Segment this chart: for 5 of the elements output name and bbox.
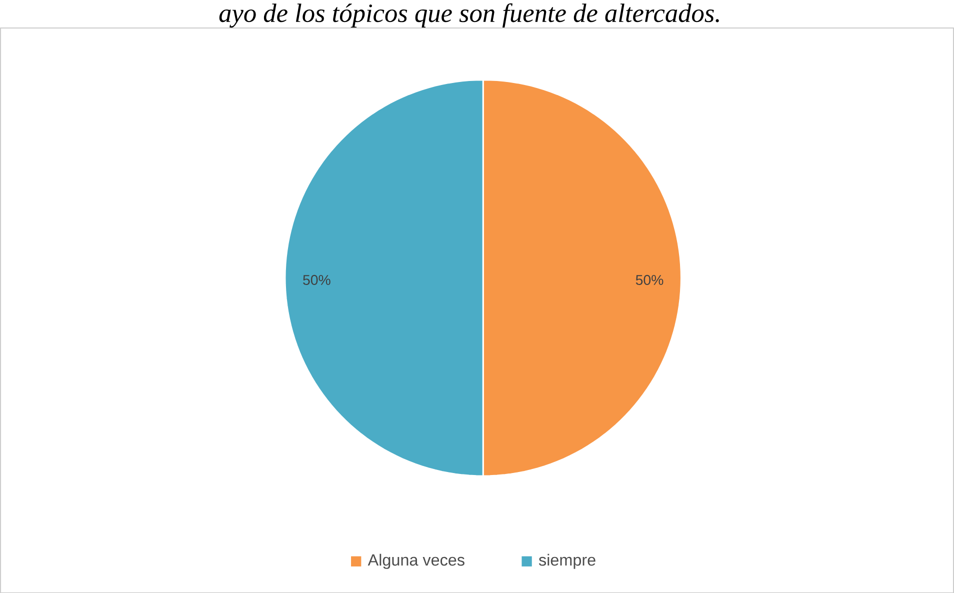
data-label: 50% (303, 274, 330, 285)
legend-label: siempre (538, 554, 596, 569)
chart-title: ayo de los tópicos que son fuente de altercados. (219, 3, 719, 28)
legend-label: Alguna veces (368, 554, 464, 569)
data-label: 50% (636, 274, 664, 285)
